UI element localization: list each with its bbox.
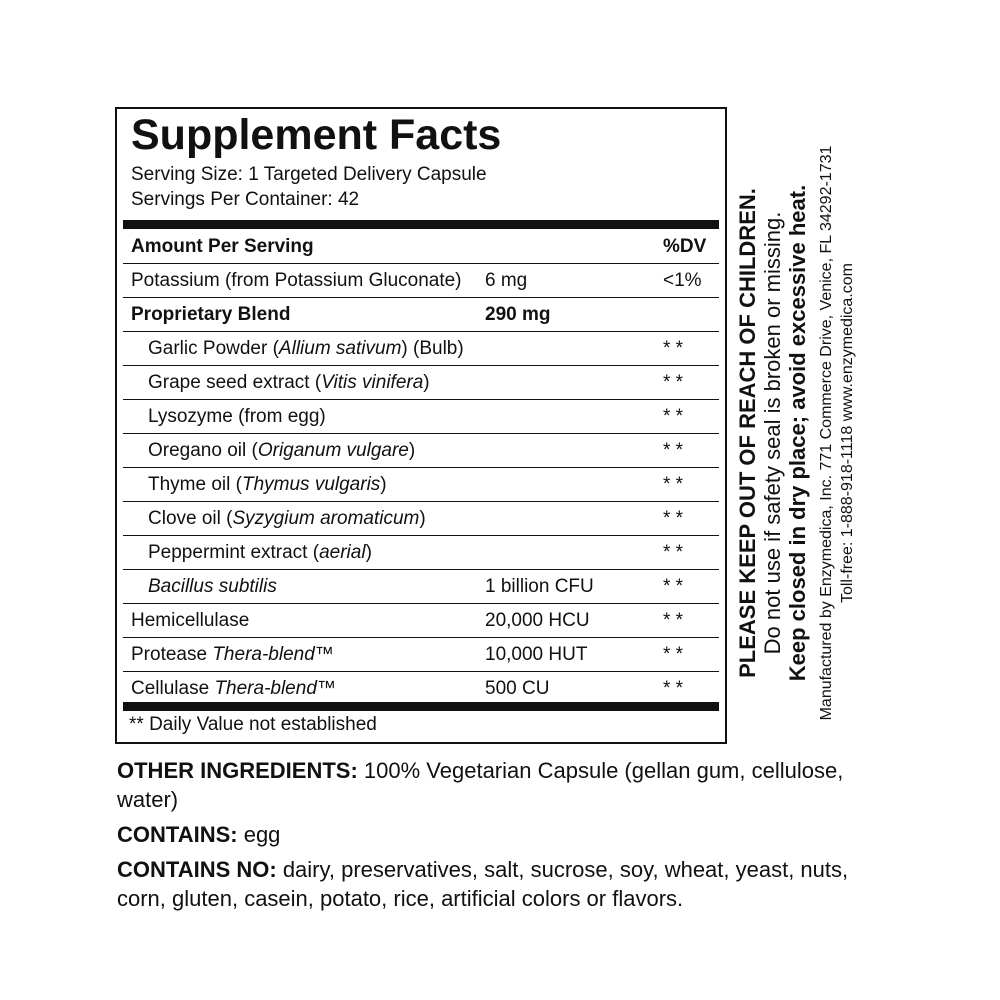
ingredient-name-part: ) xyxy=(419,508,426,529)
ingredient-name-part: Thyme oil ( xyxy=(148,474,242,495)
ingredient-name-part: Oregano oil ( xyxy=(148,440,258,461)
ingredient-name-part: Potassium (from Potassium Gluconate) xyxy=(131,270,462,291)
header-dv: %DV xyxy=(663,236,707,257)
table-header: Amount Per Serving %DV xyxy=(123,229,719,264)
ingredient-name-part: Thera-blend™ xyxy=(212,644,334,665)
table-row: Thyme oil (Thymus vulgaris) * * xyxy=(123,467,719,502)
ingredient-dv: * * xyxy=(663,440,684,461)
table-row: Garlic Powder (Allium sativum) (Bulb) * * xyxy=(123,331,719,366)
ingredient-dv: * * xyxy=(663,644,684,665)
storage-instructions: Keep closed in dry place; avoid excessiv… xyxy=(785,184,810,682)
ingredient-name-part: ) (Bulb) xyxy=(401,338,464,359)
ingredient-name-part: Grape seed extract ( xyxy=(148,372,322,393)
ingredient-name-part: Origanum vulgare xyxy=(257,440,409,461)
ingredient-name-part: Clove oil ( xyxy=(148,508,233,529)
table-row: Grape seed extract (Vitis vinifera) * * xyxy=(123,365,719,400)
manufacturer-contact: Toll-free: 1-888-918-1118 www.enzymedica… xyxy=(839,263,856,604)
manufacturer-address: Manufactured by Enzymedica, Inc. 771 Com… xyxy=(818,145,835,721)
ingredient-dv: * * xyxy=(663,338,684,359)
ingredient-name: Protease Thera-blend™ xyxy=(131,644,334,666)
table-row: Bacillus subtilis 1 billion CFU * * xyxy=(123,569,719,604)
table-row: Peppermint extract (aerial) * * xyxy=(123,535,719,570)
ingredient-name-part: Bacillus subtilis xyxy=(148,576,277,597)
ingredient-dv: * * xyxy=(663,678,684,699)
ingredient-name: Hemicellulase xyxy=(131,610,249,632)
table-row: Cellulase Thera-blend™ 500 CU * * xyxy=(123,671,719,705)
ingredient-name-part: Thera-blend™ xyxy=(214,678,336,699)
ingredient-name: Grape seed extract (Vitis vinifera) xyxy=(148,372,430,394)
contains: CONTAINS: egg xyxy=(117,822,281,847)
other-ingredients: OTHER INGREDIENTS: 100% Vegetarian Capsu… xyxy=(117,758,844,812)
ingredient-name-part: Syzygium aromaticum xyxy=(232,508,420,529)
ingredient-amount: 6 mg xyxy=(485,270,528,291)
ingredient-dv: * * xyxy=(663,542,684,563)
ingredient-amount: 1 billion CFU xyxy=(485,576,594,597)
facts-title: Supplement Facts xyxy=(131,111,502,159)
table-row: Oregano oil (Origanum vulgare) * * xyxy=(123,433,719,468)
ingredient-dv: * * xyxy=(663,372,684,393)
ingredient-name-part: ) xyxy=(365,542,372,563)
ingredient-dv: <1% xyxy=(663,270,702,291)
ingredient-name-part: aerial xyxy=(319,542,366,563)
table-row: Hemicellulase 20,000 HCU * * xyxy=(123,603,719,638)
ingredient-amount: 10,000 HUT xyxy=(485,644,588,665)
ingredient-name: Oregano oil (Origanum vulgare) xyxy=(148,440,415,462)
ingredient-dv: * * xyxy=(663,610,684,631)
ingredient-name: Garlic Powder (Allium sativum) (Bulb) xyxy=(148,338,464,360)
serving-size: Serving Size: 1 Targeted Delivery Capsul… xyxy=(131,164,487,185)
ingredient-name-part: Hemicellulase xyxy=(131,610,250,631)
ingredient-name: Lysozyme (from egg) xyxy=(148,406,326,428)
ingredient-name-part: Lysozyme (from egg) xyxy=(148,406,326,427)
ingredient-name-part: ) xyxy=(423,372,430,393)
ingredient-dv: * * xyxy=(663,508,684,529)
ingredient-name: Proprietary Blend xyxy=(131,304,290,326)
ingredient-name-part: Thymus vulgaris xyxy=(241,474,381,495)
ingredient-amount: 290 mg xyxy=(485,304,551,325)
thick-divider xyxy=(123,220,719,229)
warning-seal: Do not use if safety seal is broken or m… xyxy=(760,211,785,655)
warnings-rotated: PLEASE KEEP OUT OF REACH OF CHILDREN. Do… xyxy=(735,118,865,748)
ingredient-name: Thyme oil (Thymus vulgaris) xyxy=(148,474,387,496)
contains-no: CONTAINS NO: dairy, preservatives, salt,… xyxy=(117,857,849,911)
table-row: Potassium (from Potassium Gluconate) 6 mg… xyxy=(123,263,719,298)
table-row: Protease Thera-blend™ 10,000 HUT * * xyxy=(123,637,719,672)
header-amount-per-serving: Amount Per Serving xyxy=(131,236,314,257)
ingredient-amount: 500 CU xyxy=(485,678,550,699)
ingredient-name: Cellulase Thera-blend™ xyxy=(131,678,336,700)
table-row: Proprietary Blend 290 mg xyxy=(123,297,719,332)
ingredient-name: Clove oil (Syzygium aromaticum) xyxy=(148,508,426,530)
ingredient-name-part: Proprietary Blend xyxy=(131,304,291,325)
ingredient-name-part: Peppermint extract ( xyxy=(148,542,320,563)
ingredient-name: Bacillus subtilis xyxy=(148,576,277,598)
thick-divider xyxy=(123,702,719,711)
ingredient-amount: 20,000 HCU xyxy=(485,610,590,631)
ingredient-name-part: Cellulase xyxy=(131,678,215,699)
table-row: Lysozyme (from egg) * * xyxy=(123,399,719,434)
supplement-facts-panel: Supplement Facts Serving Size: 1 Targete… xyxy=(115,107,727,744)
ingredient-dv: * * xyxy=(663,576,684,597)
ingredient-name: Potassium (from Potassium Gluconate) xyxy=(131,270,462,292)
ingredient-name: Peppermint extract (aerial) xyxy=(148,542,372,564)
ingredient-name-part: ) xyxy=(380,474,387,495)
table-row: Clove oil (Syzygium aromaticum) * * xyxy=(123,501,719,536)
ingredient-name-part: ) xyxy=(408,440,416,461)
servings-per-container: Servings Per Container: 42 xyxy=(131,189,360,210)
ingredient-name-part: Protease xyxy=(131,644,213,665)
ingredient-name-part: Garlic Powder ( xyxy=(148,338,279,359)
ingredient-name-part: Allium sativum xyxy=(278,338,402,359)
ingredient-name-part: Vitis vinifera xyxy=(321,372,424,393)
ingredient-dv: * * xyxy=(663,474,684,495)
warning-children: PLEASE KEEP OUT OF REACH OF CHILDREN. xyxy=(735,188,760,678)
footnote: ** Daily Value not established xyxy=(129,714,377,735)
ingredients-info: OTHER INGREDIENTS: 100% Vegetarian Capsu… xyxy=(117,756,897,919)
ingredient-dv: * * xyxy=(663,406,684,427)
